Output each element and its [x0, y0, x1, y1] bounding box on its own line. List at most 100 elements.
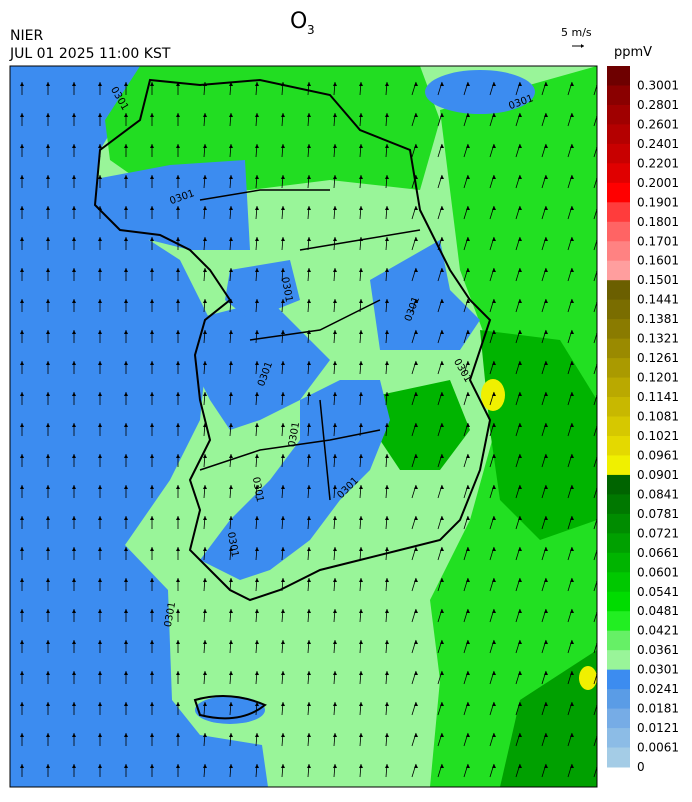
wind-arrow-head — [150, 733, 154, 737]
wind-arrow — [593, 393, 597, 406]
wind-arrow-head — [359, 671, 363, 675]
wind-arrow-head — [518, 454, 522, 458]
wind-arrow-head — [98, 268, 102, 272]
wind-arrow-head — [281, 485, 285, 489]
wind-arrow-head — [333, 671, 337, 675]
wind-arrow — [593, 176, 597, 189]
wind-arrow-head — [176, 361, 180, 365]
wind-arrow-head — [440, 609, 444, 613]
wind-arrow-head — [414, 671, 418, 675]
wind-scale-head — [581, 44, 584, 48]
colorbar-label: 0.0061 — [637, 741, 679, 755]
wind-arrow-head — [72, 547, 76, 551]
wind-arrow-head — [124, 764, 128, 768]
wind-arrow-head — [20, 423, 24, 427]
wind-arrow-head — [98, 454, 102, 458]
wind-arrow-head — [492, 268, 496, 272]
wind-arrow-head — [150, 113, 154, 117]
contour-label: 0301 — [163, 601, 178, 628]
wind-arrow-head — [385, 82, 389, 86]
wind-arrow-head — [72, 733, 76, 737]
wind-arrow-head — [544, 268, 548, 272]
wind-arrow-head — [466, 361, 470, 365]
wind-arrow-head — [229, 609, 233, 613]
wind-arrow-head — [492, 640, 496, 644]
wind-arrow-head — [570, 485, 574, 489]
wind-arrow-head — [544, 578, 548, 582]
wind-arrow-head — [229, 578, 233, 582]
wind-arrow-head — [176, 516, 180, 520]
wind-arrow-head — [307, 175, 311, 179]
wind-arrow-head — [255, 392, 259, 396]
wind-arrow-head — [385, 640, 389, 644]
colorbar-label: 0.2801 — [637, 98, 679, 112]
wind-arrow-head — [333, 237, 337, 241]
wind-arrow-head — [203, 547, 207, 551]
wind-arrow-head — [385, 578, 389, 582]
wind-arrow-head — [492, 764, 496, 768]
wind-arrow-head — [124, 671, 128, 675]
wind-arrow-head — [124, 640, 128, 644]
wind-arrow-head — [72, 640, 76, 644]
wind-arrow-head — [466, 640, 470, 644]
title: O — [290, 9, 307, 34]
wind-arrow-head — [307, 361, 311, 365]
wind-arrow-head — [440, 206, 444, 210]
wind-arrow-head — [72, 237, 76, 241]
wind-arrow-head — [203, 113, 207, 117]
wind-arrow-head — [281, 640, 285, 644]
wind-arrow-head — [46, 361, 50, 365]
wind-arrow-head — [255, 454, 259, 458]
colorbar-swatch — [607, 630, 630, 651]
wind-arrow-head — [255, 640, 259, 644]
wind-arrow-head — [255, 609, 259, 613]
wind-arrow-head — [176, 237, 180, 241]
wind-arrow-head — [544, 516, 548, 520]
wind-arrow-head — [307, 733, 311, 737]
wind-arrow-head — [544, 82, 548, 86]
wind-arrow-head — [150, 237, 154, 241]
wind-arrow-head — [150, 640, 154, 644]
wind-arrow-head — [414, 578, 418, 582]
wind-arrow-head — [544, 361, 548, 365]
wind-arrow-head — [307, 485, 311, 489]
wind-arrow-head — [385, 702, 389, 706]
wind-arrow-head — [20, 578, 24, 582]
wind-arrow-head — [20, 454, 24, 458]
wind-arrow-head — [359, 268, 363, 272]
colorbar-label: 0.2201 — [637, 156, 679, 170]
wind-arrow-head — [518, 299, 522, 303]
colorbar-label: 0.0961 — [637, 448, 679, 462]
wind-arrow-head — [176, 392, 180, 396]
zone-dark-east — [480, 330, 597, 540]
wind-arrow-head — [72, 454, 76, 458]
wind-arrow-head — [20, 392, 24, 396]
wind-arrow-head — [229, 237, 233, 241]
colorbar-label: 0.1901 — [637, 195, 679, 209]
colorbar-label: 0.0661 — [637, 546, 679, 560]
wind-arrow-head — [359, 578, 363, 582]
wind-arrow-head — [359, 144, 363, 148]
wind-arrow-head — [20, 330, 24, 334]
wind-arrow-head — [544, 299, 548, 303]
wind-arrow-head — [385, 764, 389, 768]
colorbar-swatch — [607, 708, 630, 729]
wind-arrow-head — [307, 609, 311, 613]
wind-arrow-head — [518, 578, 522, 582]
colorbar-swatch — [607, 358, 630, 379]
wind-arrow-head — [440, 547, 444, 551]
wind-arrow-head — [229, 640, 233, 644]
wind-arrow-head — [20, 516, 24, 520]
wind-arrow-head — [124, 113, 128, 117]
wind-arrow-head — [385, 485, 389, 489]
wind-arrow-head — [518, 113, 522, 117]
wind-arrow-head — [518, 392, 522, 396]
wind-arrow-head — [492, 485, 496, 489]
colorbar-label: 0.1601 — [637, 254, 679, 268]
wind-arrow-head — [385, 175, 389, 179]
wind-arrow-head — [72, 144, 76, 148]
wind-arrow-head — [72, 578, 76, 582]
wind-arrow-head — [124, 144, 128, 148]
wind-arrow-head — [307, 671, 311, 675]
wind-arrow-head — [492, 113, 496, 117]
